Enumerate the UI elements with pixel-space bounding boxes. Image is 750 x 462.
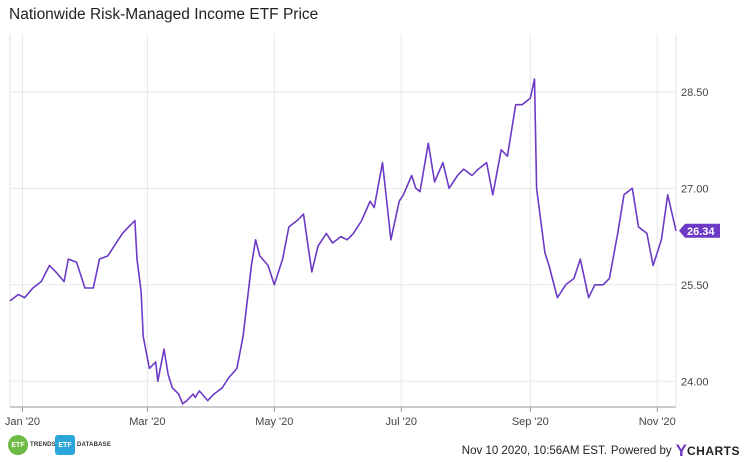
y-tick-label: 27.00 (681, 183, 709, 195)
ycharts-logo-text[interactable]: CHARTS (687, 444, 740, 458)
series-layer (9, 78, 677, 405)
axis-layer: 24.00 25.50 27.00 28.50 Jan '20 Mar '20 May '2… (5, 34, 709, 428)
x-tick-label: May '20 (255, 416, 293, 428)
y-tick-label: 25.50 (681, 280, 709, 292)
timestamp: Nov 10 2020, 10:56AM EST. (461, 445, 607, 457)
label-layer: 26.34 (679, 223, 720, 238)
etf-database-badge-icon: ETF (55, 435, 75, 455)
x-tick-label: Mar '20 (129, 416, 165, 428)
price-chart: 24.00 25.50 27.00 28.50 Jan '20 Mar '20 May '2… (5, 34, 720, 428)
y-tick-label: 24.00 (681, 376, 709, 388)
etf-database-logo[interactable]: ETF DATABASE (55, 434, 111, 456)
price-series-line[interactable] (9, 78, 677, 405)
etf-trends-badge-icon: ETF (8, 435, 28, 455)
chart-footer: ETF TRENDS ETF DATABASE Nov 10 2020, 10:… (0, 430, 750, 462)
x-tick-label: Jan '20 (5, 416, 40, 428)
x-tick-label: Nov '20 (639, 416, 676, 428)
chart-title: Nationwide Risk-Managed Income ETF Price (9, 6, 319, 23)
last-value-label: 26.34 (687, 226, 715, 238)
etf-database-wordmark: DATABASE (77, 442, 112, 448)
powered-by-text: Powered by (610, 445, 672, 457)
etf-trends-logo[interactable]: ETF TRENDS (8, 434, 56, 456)
ycharts-logo-mark[interactable]: Y (675, 441, 687, 460)
chart-stamp: Nov 10 2020, 10:56AM EST. Powered by Y C… (462, 441, 740, 461)
etf-trends-wordmark: TRENDS (30, 442, 56, 448)
y-tick-label: 28.50 (681, 87, 709, 99)
grid-layer (10, 34, 676, 407)
x-tick-label: Jul '20 (386, 416, 417, 428)
x-tick-label: Sep '20 (512, 416, 549, 428)
last-value-badge (679, 223, 720, 238)
